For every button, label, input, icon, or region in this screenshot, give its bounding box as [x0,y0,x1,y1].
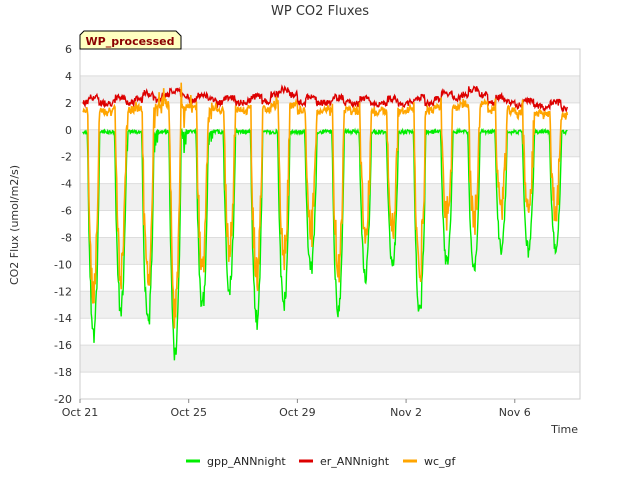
processed-badge: WP_processed [79,30,182,50]
badge-label: WP_processed [86,35,175,48]
series-lines [82,82,569,361]
plot-band [80,345,580,373]
x-tick-label: Nov 6 [499,406,531,419]
legend-label-wc: wc_gf [424,455,457,468]
y-tick-label: 4 [65,70,72,83]
legend-label-er: er_ANNnight [320,455,390,468]
y-tick-label: 6 [65,43,72,56]
y-tick-label: -2 [61,151,72,164]
y-tick-label: -18 [54,366,72,379]
legend-label-gpp: gpp_ANNnight [207,455,286,468]
y-tick-label: -10 [54,258,72,271]
y-tick-label: 0 [65,124,72,137]
y-tick-label: -4 [61,178,72,191]
y-tick-label: -16 [54,339,72,352]
plot-band [80,291,580,319]
series-line-gpp [82,127,568,361]
x-tick-label: Oct 29 [279,406,316,419]
y-axis-label: CO2 Flux (umol/m2/s) [8,165,21,285]
x-tick-label: Nov 2 [390,406,422,419]
y-axis-ticks: 6 4 2 0 -2 -4 -6 -8 -10 -12 -14 -16 -18 -20 [54,43,72,406]
chart-title: WP CO2 Fluxes [271,4,369,19]
y-tick-label: -12 [54,285,72,298]
y-tick-label: -14 [54,312,72,325]
x-axis-label: Time [550,423,578,436]
legend: gpp_ANNnight er_ANNnight wc_gf [186,455,457,468]
series-line-wc [82,82,569,329]
x-tick-label: Oct 21 [62,406,99,419]
y-tick-label: -8 [61,231,72,244]
badge-box [79,30,182,50]
plot-area [79,48,581,400]
y-tick-label: -6 [61,205,72,218]
x-axis-ticks: Oct 21 Oct 25 Oct 29 Nov 2 Nov 6 [62,399,531,419]
x-tick-label: Oct 25 [170,406,207,419]
y-tick-label: 2 [65,97,72,110]
y-tick-label: -20 [54,393,72,406]
plot-band [80,237,580,265]
